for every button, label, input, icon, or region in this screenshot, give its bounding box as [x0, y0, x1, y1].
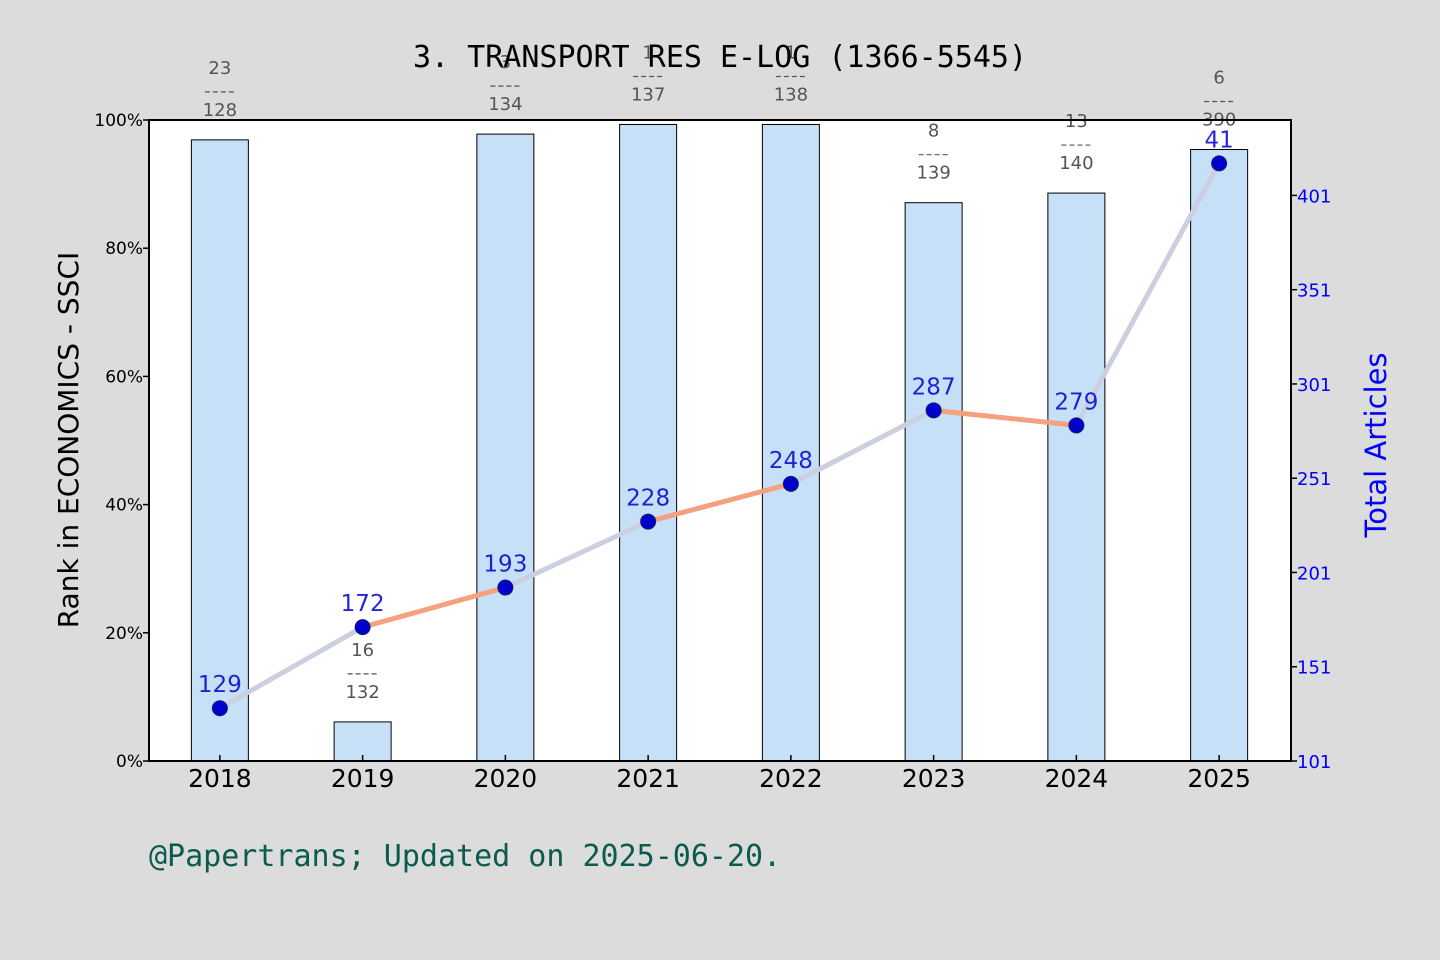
line-value-label: 287 [912, 374, 956, 400]
line-segment [931, 407, 1079, 428]
line-value-label: 228 [626, 486, 670, 512]
y-axis-label: Rank in ECONOMICS - SSCI [52, 252, 85, 629]
bar [476, 133, 535, 762]
line-layer: 129 172 193 228 248 287 279 41 [198, 127, 1234, 717]
bar-rank-label: 13 [1065, 111, 1088, 132]
y-tick-label: 0% [116, 752, 143, 772]
line-point [1068, 417, 1085, 434]
bar-rank-label: 23 [208, 58, 231, 79]
footer-text: @Papertrans; Updated on 2025-06-20. [149, 839, 781, 874]
line-value-label: 279 [1054, 389, 1098, 415]
bar-rank-label: 6 [1213, 67, 1224, 88]
y-tick-label: 40% [105, 496, 143, 516]
line-segment [217, 624, 366, 711]
plot-area [149, 120, 1291, 761]
line-value-label: 193 [483, 552, 527, 578]
bar [190, 139, 249, 762]
bar [761, 123, 820, 762]
line-segment [788, 407, 937, 487]
plot-frame [148, 119, 1292, 762]
y2-tick-label: 251 [1297, 469, 1331, 490]
x-tick-label: 2025 [1187, 764, 1251, 793]
y2-tick-label: 351 [1297, 281, 1331, 302]
bar-rank-label: 3 [500, 52, 511, 73]
bar-total-label: 128 [203, 100, 237, 121]
line-point [782, 475, 799, 492]
bar-rank-label: 8 [928, 121, 939, 142]
axes-layer: 0% 20% 40% 60% 80% 100% 101 151 201 251 301 351 401 2… [94, 111, 1331, 793]
line-segment [1073, 160, 1222, 428]
y2-tick-label: 201 [1297, 563, 1331, 584]
y2-tick-label: 151 [1297, 658, 1331, 679]
bars-layer [190, 123, 1249, 762]
bar-total-label: 139 [916, 163, 950, 184]
bar-rank-label: 1 [785, 42, 796, 63]
x-tick-label: 2019 [331, 764, 395, 793]
x-tick-label: 2024 [1045, 764, 1109, 793]
bar-total-label: 140 [1059, 153, 1093, 174]
y2-axis-label: Total Articles [1359, 352, 1393, 538]
bar [904, 202, 963, 762]
y2-tick-label: 301 [1297, 375, 1331, 396]
bar [1190, 148, 1249, 762]
y-tick-label: 80% [105, 239, 143, 259]
x-tick-label: 2021 [616, 764, 680, 793]
bar-total-label: 137 [631, 84, 665, 105]
y-tick-label: 60% [105, 367, 143, 387]
y2-tick-label: 401 [1297, 186, 1331, 207]
x-tick-label: 2023 [902, 764, 966, 793]
y-tick-label: 100% [94, 111, 143, 131]
line-point [354, 619, 371, 636]
line-point [640, 513, 657, 530]
line-point [925, 402, 942, 419]
x-tick-label: 2020 [474, 764, 538, 793]
line-value-label: 248 [769, 448, 813, 474]
chart-title: 3. TRANSPORT RES E-LOG (1366-5545) [413, 40, 1027, 75]
bar-rank-label: 1 [642, 42, 653, 63]
bar-total-label: 138 [774, 84, 808, 105]
line-value-label: 41 [1204, 127, 1233, 153]
line-point [211, 700, 228, 717]
line-segment [502, 519, 651, 591]
line-segment [360, 585, 508, 630]
y-tick-label: 20% [105, 624, 143, 644]
bar [333, 721, 392, 762]
bar-total-label: 132 [345, 682, 379, 703]
bar-total-label: 134 [488, 94, 522, 115]
line-point [1211, 155, 1228, 172]
x-tick-label: 2018 [188, 764, 252, 793]
bar [619, 123, 678, 762]
bar-rank-label: 16 [351, 640, 374, 661]
line-value-label: 172 [341, 591, 385, 617]
bar [1047, 192, 1106, 762]
y2-tick-label: 101 [1297, 752, 1331, 773]
x-tick-label: 2022 [759, 764, 823, 793]
line-segment [645, 481, 794, 525]
line-value-label: 129 [198, 672, 242, 698]
line-point [497, 579, 514, 596]
